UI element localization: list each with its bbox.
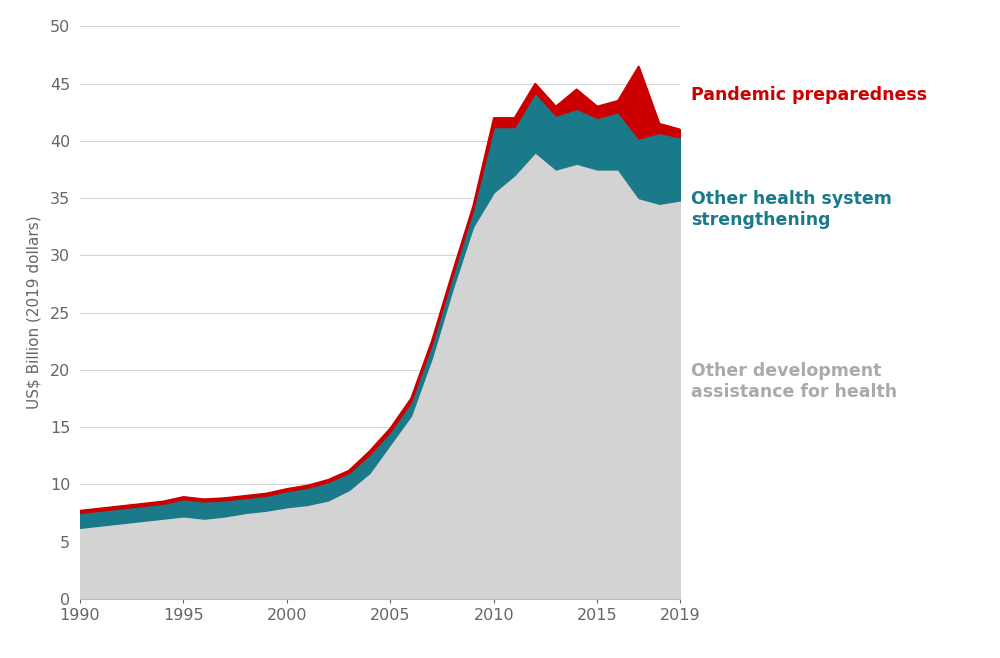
Text: Other health system
strengthening: Other health system strengthening: [691, 190, 892, 229]
Text: Pandemic preparedness: Pandemic preparedness: [691, 86, 927, 104]
Text: Other development
assistance for health: Other development assistance for health: [691, 362, 897, 401]
Y-axis label: US$ Billion (2019 dollars): US$ Billion (2019 dollars): [27, 216, 42, 409]
